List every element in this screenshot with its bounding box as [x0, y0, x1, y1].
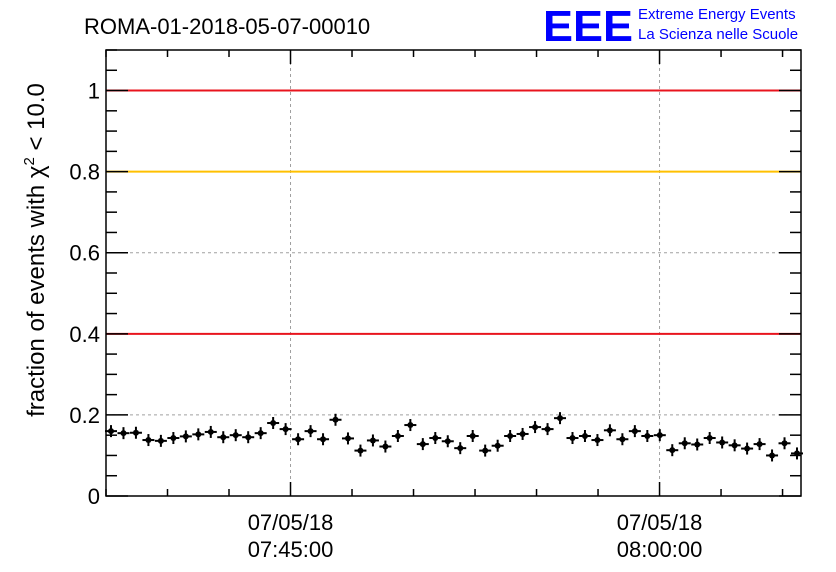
data-points — [105, 412, 803, 462]
data-point — [491, 439, 504, 452]
data-point — [429, 432, 442, 445]
data-point — [105, 425, 117, 438]
data-point — [317, 433, 330, 446]
data-point — [578, 429, 591, 442]
data-point — [641, 429, 654, 442]
data-point — [416, 438, 429, 451]
data-point — [354, 444, 367, 457]
data-point — [391, 429, 404, 442]
data-point — [366, 434, 379, 447]
x-tick-labels: 07/05/1807:45:0007/05/1808:00:0007/05/18… — [248, 510, 703, 562]
data-point — [591, 434, 604, 447]
data-point — [728, 439, 741, 452]
data-point — [504, 429, 517, 442]
data-point — [254, 427, 267, 440]
data-point — [379, 440, 392, 453]
logo-line-2: La Scienza nelle Scuole — [638, 26, 798, 43]
y-axis-label: fraction of events with χ2 < 10.0 — [21, 83, 50, 417]
x-tick-label-date: 07/05/18 — [617, 510, 703, 535]
data-point — [279, 423, 292, 436]
logo-line-1: Extreme Energy Events — [638, 6, 796, 23]
data-point — [179, 430, 192, 443]
data-point — [653, 429, 666, 442]
y-tick-label: 0.4 — [69, 322, 100, 347]
data-point — [117, 427, 130, 440]
data-point — [292, 433, 305, 446]
data-point — [716, 436, 729, 449]
data-point — [454, 442, 467, 455]
y-tick-labels: 0 0.2 0.4 0.6 0.8 1 — [69, 79, 100, 509]
y-tick-label: 1 — [88, 79, 100, 104]
x-tick-label-time: 07:45:00 — [248, 537, 334, 562]
data-point — [603, 424, 616, 437]
data-point — [304, 425, 317, 438]
data-point — [129, 426, 142, 439]
data-point — [554, 412, 567, 425]
data-point — [229, 429, 242, 442]
data-point — [192, 428, 205, 441]
data-point — [404, 419, 417, 432]
data-point — [516, 427, 529, 440]
y-tick-label: 0 — [88, 484, 100, 509]
y-tick-label: 0.2 — [69, 403, 100, 428]
data-point — [529, 421, 542, 434]
data-point — [217, 431, 230, 444]
data-point — [204, 425, 217, 438]
y-tick-label: 0.8 — [69, 160, 100, 185]
data-point — [766, 449, 779, 462]
chart-title: ROMA-01-2018-05-07-00010 — [84, 14, 370, 39]
data-point — [566, 432, 579, 445]
data-point — [466, 429, 479, 442]
data-point — [154, 434, 167, 447]
data-point — [753, 438, 766, 451]
logo-text: EEE — [543, 2, 633, 51]
data-point — [242, 431, 255, 444]
data-point — [167, 432, 180, 445]
data-point — [678, 437, 691, 450]
data-point — [341, 432, 354, 445]
data-point — [666, 444, 679, 457]
data-point — [691, 438, 704, 451]
data-point — [541, 423, 554, 436]
reference-lines — [106, 89, 801, 335]
data-point — [142, 434, 155, 447]
data-point — [616, 433, 629, 446]
data-point — [329, 413, 342, 426]
data-point — [441, 435, 454, 448]
grid — [106, 50, 801, 496]
data-point — [703, 432, 716, 445]
x-tick-label-time: 08:00:00 — [617, 537, 703, 562]
y-tick-label: 0.6 — [69, 241, 100, 266]
eee-logo: EEE Extreme Energy Events La Scienza nel… — [543, 2, 798, 51]
x-tick-label-date: 07/05/18 — [248, 510, 334, 535]
data-point — [267, 417, 280, 430]
data-point — [741, 442, 754, 455]
data-point — [628, 425, 641, 438]
data-point — [778, 437, 791, 450]
data-point — [479, 444, 492, 457]
axes — [105, 49, 802, 497]
